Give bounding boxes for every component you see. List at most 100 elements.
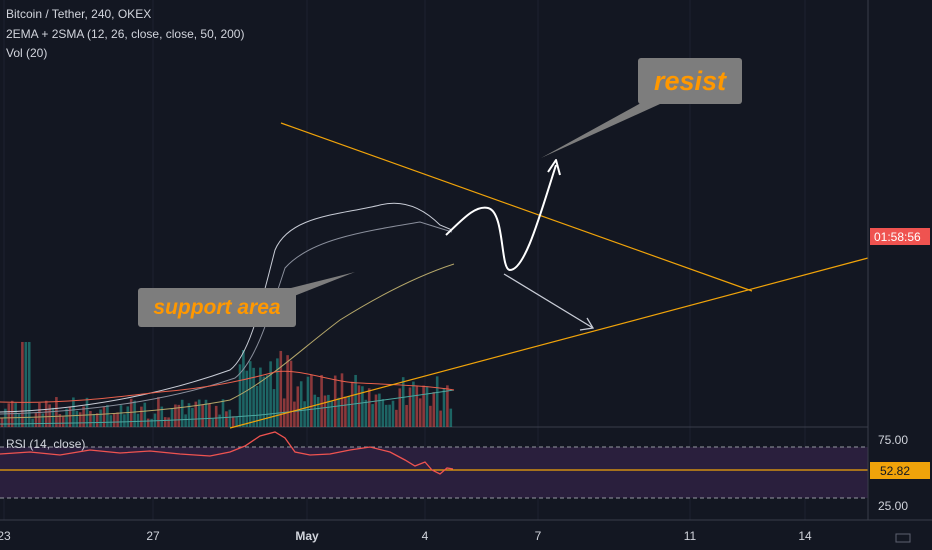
volume-bar	[286, 355, 289, 427]
volume-bar	[82, 406, 85, 427]
volume-bar	[201, 404, 204, 427]
time-axis-bg	[0, 520, 932, 550]
time-tick-label: 23	[0, 529, 11, 543]
time-tick-label: 27	[146, 529, 160, 543]
volume-bar	[248, 361, 252, 427]
volume-bar	[197, 399, 201, 427]
ema-12	[0, 202, 453, 413]
volume-bar	[340, 373, 344, 427]
volume-bar	[265, 375, 269, 427]
resist-callout-pointer	[541, 98, 660, 158]
chart-title: Bitcoin / Tether, 240, OKEX	[6, 7, 152, 21]
volume-bar	[34, 412, 38, 427]
rsi-upper-label: 75.00	[878, 433, 908, 447]
volume-bar	[0, 418, 4, 427]
volume-bar	[136, 413, 140, 427]
bullish-path-arrow	[445, 164, 557, 272]
volume-bar	[333, 375, 337, 427]
volume-bar	[221, 399, 225, 427]
moving-averages	[0, 202, 455, 425]
volume-bar	[72, 397, 75, 427]
rsi-lower-label: 25.00	[878, 499, 908, 513]
volume-bar	[279, 350, 283, 427]
volume-bar	[388, 404, 391, 427]
volume-bar	[259, 367, 262, 427]
volume-bar	[85, 397, 89, 427]
volume-bar	[14, 402, 17, 427]
volume-bar	[116, 412, 119, 427]
volume-bar	[129, 398, 133, 427]
volume-bar	[119, 405, 123, 427]
volume-bar	[51, 407, 55, 427]
volume-bar	[401, 377, 405, 427]
volume-bar	[449, 408, 453, 427]
volume-bar	[381, 399, 385, 427]
volume-bar	[364, 399, 368, 427]
time-tick-label: 14	[798, 529, 812, 543]
countdown-badge	[870, 228, 930, 245]
volume-bar	[446, 385, 449, 427]
volume-bar	[391, 400, 395, 427]
resist-callout: resist	[638, 58, 742, 104]
volume-bar	[218, 414, 221, 427]
volume-bar	[68, 406, 72, 427]
time-tick-label: May	[295, 529, 319, 543]
volume-bar	[432, 391, 436, 427]
volume-bar	[126, 406, 130, 427]
bearish-arrow-head	[579, 317, 595, 331]
volume-bar	[425, 386, 429, 427]
volume-bar	[208, 403, 211, 427]
volume-bar	[242, 349, 245, 427]
volume-bar	[7, 403, 11, 427]
volume-bar	[367, 388, 371, 427]
volume-bar	[55, 397, 58, 427]
volume-bar	[296, 386, 300, 427]
volume-bar	[41, 413, 45, 427]
volume-bar	[177, 404, 181, 427]
volume-bar	[357, 385, 361, 427]
support-area-callout: support area	[138, 288, 296, 327]
volume-bar	[303, 401, 306, 427]
rsi-band-fill	[0, 447, 868, 498]
rsi-pane	[0, 426, 932, 499]
volume-bar	[361, 386, 364, 427]
volume-legend: Vol (20)	[6, 46, 48, 60]
volume-bar	[61, 416, 65, 427]
volume-bar	[344, 396, 347, 427]
countdown-badge-text: 01:58:56	[874, 230, 921, 244]
volume-bar	[272, 389, 276, 427]
volume-bar	[75, 410, 79, 427]
volume-bar	[191, 407, 194, 427]
volume-bar	[143, 402, 147, 427]
volume-bar	[92, 413, 96, 427]
volume-bar	[187, 403, 191, 427]
volume-bar	[228, 409, 232, 427]
volume-bar	[231, 416, 235, 427]
volume-bar	[170, 408, 174, 427]
volume-bar	[442, 388, 446, 427]
volume-bar	[157, 397, 160, 427]
volume-bar	[398, 388, 402, 427]
volume-ma	[0, 370, 455, 403]
volume-bar	[123, 414, 126, 427]
rsi-legend: RSI (14, close)	[6, 437, 86, 451]
volume-bar	[44, 400, 48, 427]
volume-bar	[89, 411, 92, 427]
volume-bar	[354, 374, 357, 427]
volume-bar	[374, 394, 378, 427]
volume-bar	[330, 401, 334, 427]
volume-bar	[146, 418, 150, 427]
volume-bar	[31, 418, 34, 427]
volume-bar	[245, 370, 249, 427]
volume-bar	[167, 417, 170, 427]
volume-bar	[395, 409, 398, 427]
volume-bar	[174, 404, 177, 427]
volume-bar	[184, 414, 187, 427]
volume-bar	[17, 413, 21, 427]
volume-bar	[194, 401, 198, 427]
volume-bar	[299, 381, 303, 427]
volume-bar	[150, 418, 153, 427]
volume-bar	[412, 381, 415, 427]
